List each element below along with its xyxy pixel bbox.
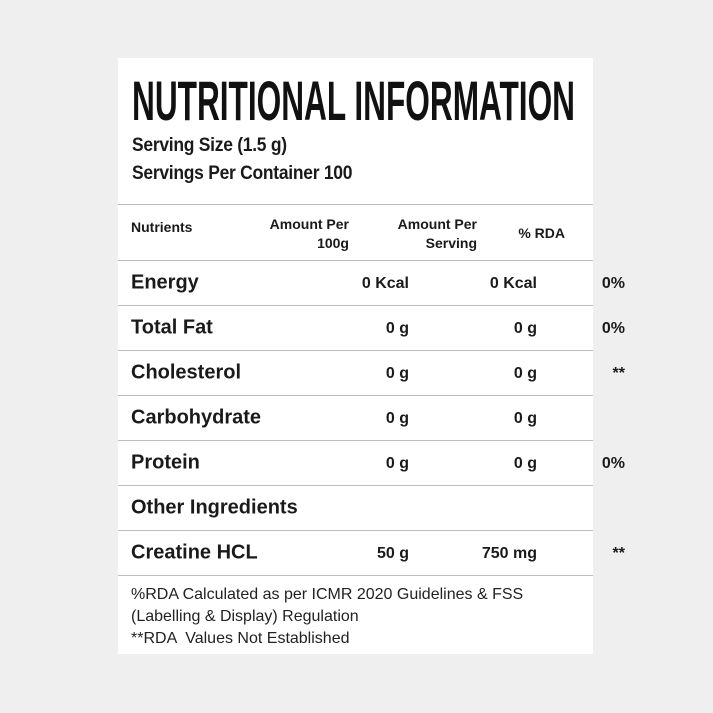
row-label: Creatine HCL	[131, 541, 258, 564]
footnote: **RDA Values Not Established	[131, 630, 350, 647]
row-value: 0%	[601, 275, 625, 292]
row-value: **	[612, 365, 625, 382]
title: NUTRITIONAL INFORMATION	[132, 69, 575, 132]
row-value: 0 g	[513, 455, 537, 472]
divider	[118, 260, 593, 261]
footnote: %RDA Calculated as per ICMR 2020 Guideli…	[131, 586, 524, 625]
row-value: 0 g	[513, 365, 537, 382]
divider	[118, 485, 593, 486]
divider	[118, 440, 593, 441]
divider	[118, 575, 593, 576]
row-label: Cholesterol	[131, 361, 242, 384]
serving-size: Serving Size (1.5 g)	[132, 135, 287, 156]
row-label: Carbohydrate	[131, 406, 262, 429]
row-label: Total Fat	[131, 316, 213, 339]
header-cell: Amount Per Serving	[397, 216, 477, 251]
header-cell: Nutrients	[131, 219, 193, 235]
row-value: 0 Kcal	[361, 275, 409, 292]
row-value: 0 g	[385, 320, 409, 337]
row-value: 0 g	[385, 455, 409, 472]
row-value: 750 mg	[481, 545, 537, 562]
header-cell: % RDA	[518, 225, 565, 241]
header-cell: Amount Per 100g	[269, 216, 349, 251]
title-svg: NUTRITIONAL INFORMATION	[132, 69, 575, 132]
row-value: 0 g	[513, 410, 537, 427]
divider	[118, 204, 593, 205]
servings-per-container: Servings Per Container 100	[132, 163, 353, 184]
row-value: 0 g	[513, 320, 537, 337]
row-value: 50 g	[376, 545, 409, 562]
row-value: **	[612, 545, 625, 562]
divider	[118, 395, 593, 396]
row-value: 0 g	[385, 365, 409, 382]
divider	[118, 350, 593, 351]
row-value: 0%	[601, 455, 625, 472]
row-label: Other Ingredients	[131, 496, 298, 519]
row-label: Protein	[131, 451, 200, 474]
nutrition-panel: NUTRITIONAL INFORMATION Serving Size (1.…	[118, 58, 625, 654]
row-value: 0 Kcal	[489, 275, 537, 292]
row-value: 0 g	[385, 410, 409, 427]
divider	[118, 305, 593, 306]
divider	[118, 530, 593, 531]
row-value: 0%	[601, 320, 625, 337]
row-label: Energy	[131, 271, 199, 294]
